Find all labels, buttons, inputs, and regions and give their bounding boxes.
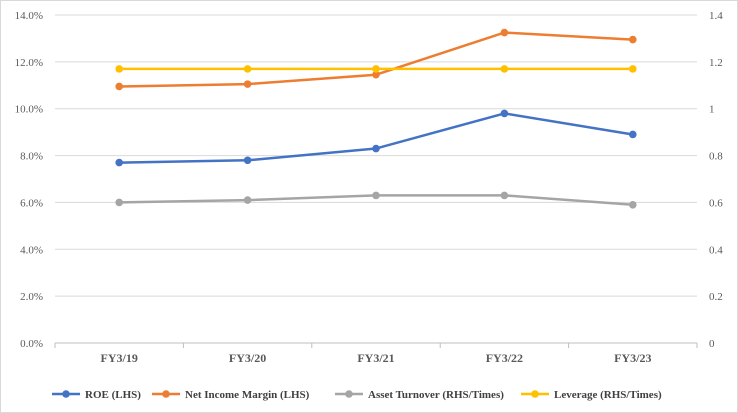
left-axis-tick-label: 4.0% (20, 244, 43, 256)
data-point-marker (372, 191, 380, 200)
data-point-marker (115, 158, 123, 167)
legend-swatch-marker (531, 390, 539, 398)
data-point-marker (629, 130, 637, 139)
left-axis-tick-label: 2.0% (20, 291, 43, 303)
right-axis-tick-label: 0 (709, 338, 715, 350)
data-point-marker (500, 65, 509, 73)
data-point-marker (243, 80, 252, 88)
legend-label: Net Income Margin (LHS) (185, 389, 310, 401)
left-axis-tick-label: 12.0% (15, 57, 43, 69)
data-point-marker (629, 65, 637, 73)
data-point-marker (243, 196, 252, 204)
data-point-marker (372, 70, 380, 79)
right-axis-tick-label: 1.4 (709, 10, 723, 22)
right-axis-tick-label: 0.6 (709, 197, 723, 209)
data-point-marker (243, 65, 252, 73)
x-axis-category-label: FY3/20 (229, 351, 266, 365)
left-axis-tick-label: 6.0% (20, 197, 43, 209)
x-axis-category-label: FY3/21 (357, 351, 394, 365)
legend-swatch-marker (345, 390, 353, 398)
data-point-marker (243, 156, 252, 165)
left-axis-tick-label: 8.0% (20, 151, 43, 163)
data-point-marker (500, 109, 509, 118)
legend-label: ROE (LHS) (85, 389, 141, 401)
right-axis-tick-label: 0.8 (709, 151, 723, 163)
right-axis-tick-label: 1.2 (709, 57, 723, 69)
data-point-marker (115, 82, 123, 91)
data-point-marker (629, 35, 637, 44)
data-point-marker (372, 144, 380, 153)
legend-swatch-marker (62, 390, 70, 398)
legend-label: Asset Turnover (RHS/Times) (368, 389, 504, 401)
left-axis-tick-label: 0.0% (20, 338, 43, 350)
legend-swatch-marker (162, 390, 170, 398)
data-point-marker (115, 65, 123, 73)
x-axis-category-label: FY3/19 (101, 351, 138, 365)
data-point-marker (500, 28, 509, 37)
data-point-marker (500, 191, 509, 200)
x-axis-category-label: FY3/23 (614, 351, 651, 365)
data-point-marker (115, 198, 123, 207)
left-axis-tick-label: 10.0% (15, 104, 43, 116)
right-axis-tick-label: 0.4 (709, 244, 723, 256)
data-point-marker (372, 65, 380, 73)
left-axis-tick-label: 14.0% (15, 10, 43, 22)
right-axis-tick-label: 1 (709, 104, 715, 116)
x-axis-category-label: FY3/22 (486, 351, 523, 365)
right-axis-tick-label: 0.2 (709, 291, 723, 303)
data-point-marker (629, 200, 637, 209)
legend-label: Leverage (RHS/Times) (554, 389, 662, 401)
